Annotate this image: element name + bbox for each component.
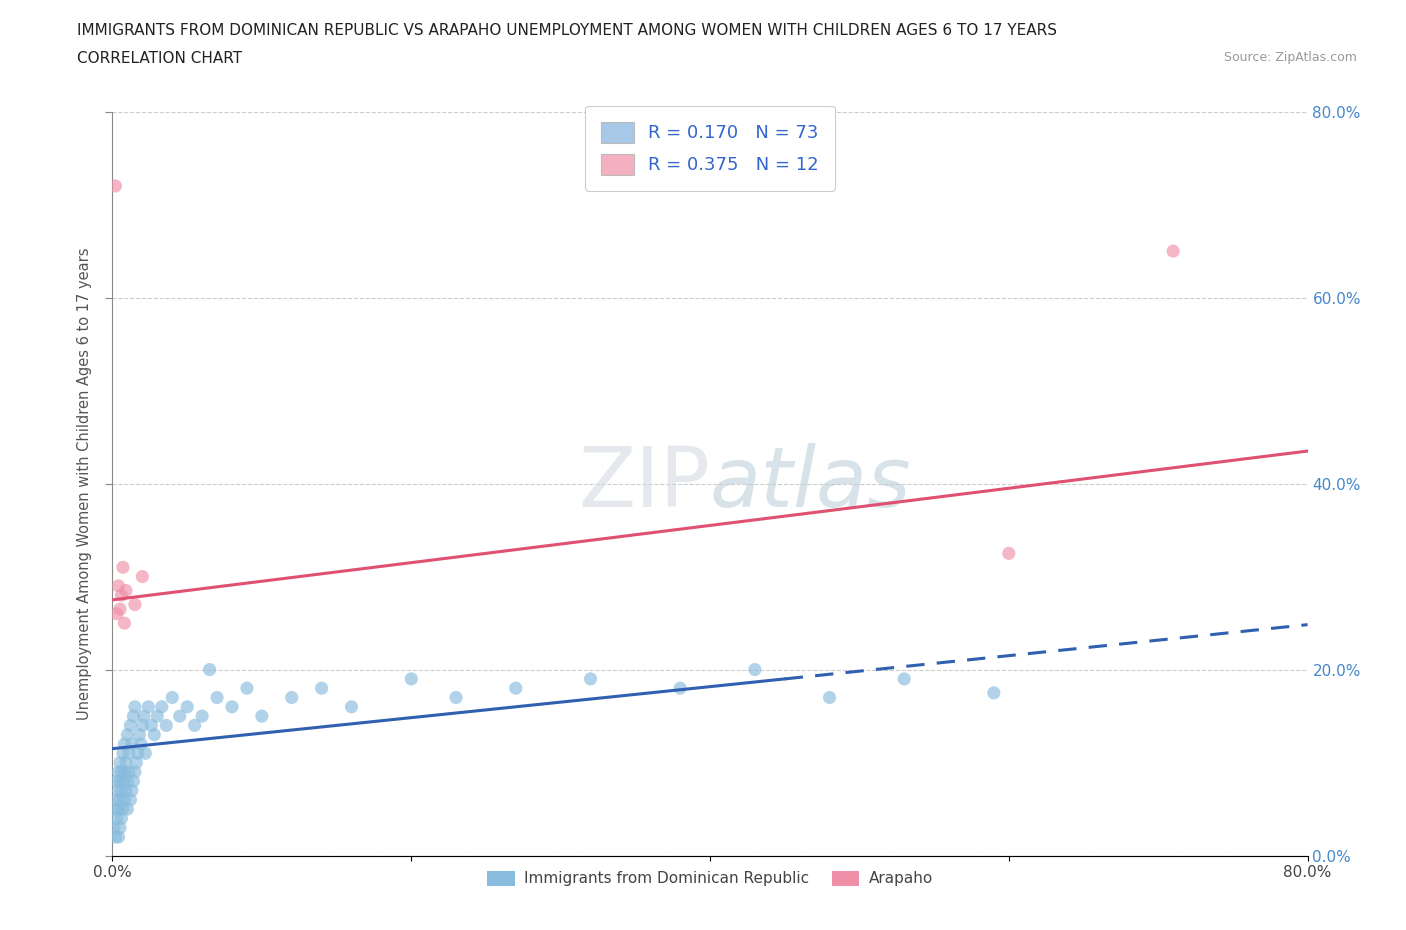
Point [146,709,169,724]
Text: CORRELATION CHART: CORRELATION CHART [77,51,242,66]
Point [104,179,127,193]
Point [114,764,135,779]
Text: ZIP: ZIP [578,443,710,525]
Point [107,802,129,817]
Point [104,830,127,844]
Point [125,755,148,770]
Point [250,709,273,724]
Legend: Immigrants from Dominican Republic, Arapaho: Immigrants from Dominican Republic, Arap… [481,865,939,893]
Point [118,746,141,761]
Point [127,746,149,761]
Point [108,774,131,789]
Point [281,690,304,705]
Point [124,597,146,612]
Point [117,774,139,789]
Point [108,755,131,770]
Point [155,718,177,733]
Point [132,709,155,724]
Point [120,792,142,807]
Point [110,811,132,826]
Point [105,792,128,807]
Y-axis label: Unemployment Among Women with Children Ages 6 to 17 years: Unemployment Among Women with Children A… [77,247,93,720]
Point [998,546,1021,561]
Point [124,699,146,714]
Point [150,699,173,714]
Point [114,616,135,631]
Point [110,783,132,798]
Point [107,578,129,593]
Point [129,737,152,751]
Point [1161,244,1184,259]
Point [111,802,134,817]
Point [221,699,243,714]
Text: IMMIGRANTS FROM DOMINICAN REPUBLIC VS ARAPAHO UNEMPLOYMENT AMONG WOMEN WITH CHIL: IMMIGRANTS FROM DOMINICAN REPUBLIC VS AR… [77,23,1057,38]
Point [105,606,128,621]
Point [191,709,214,724]
Point [114,792,135,807]
Point [110,588,132,603]
Point [108,602,131,617]
Point [818,690,841,705]
Point [169,709,191,724]
Point [183,718,205,733]
Point [162,690,183,705]
Point [143,727,166,742]
Point [236,681,259,696]
Point [111,746,134,761]
Point [444,690,467,705]
Text: Source: ZipAtlas.com: Source: ZipAtlas.com [1223,51,1357,64]
Point [131,718,153,733]
Point [110,764,132,779]
Point [141,718,163,733]
Point [121,737,143,751]
Point [115,783,138,798]
Point [115,755,138,770]
Point [107,764,129,779]
Point [118,764,141,779]
Point [198,662,221,677]
Point [893,671,915,686]
Point [120,718,142,733]
Point [122,709,145,724]
Point [128,727,150,742]
Point [401,671,423,686]
Point [124,764,146,779]
Point [103,820,125,835]
Point [744,662,766,677]
Point [104,802,127,817]
Point [983,685,1005,700]
Point [176,699,198,714]
Point [107,783,129,798]
Point [205,690,228,705]
Point [138,699,160,714]
Point [107,830,129,844]
Point [122,774,145,789]
Point [117,727,139,742]
Point [105,811,128,826]
Point [669,681,692,696]
Point [505,681,527,696]
Point [121,783,143,798]
Point [111,774,134,789]
Point [111,560,134,575]
Point [340,699,363,714]
Point [579,671,602,686]
Text: atlas: atlas [710,443,911,525]
Point [131,569,153,584]
Point [134,746,156,761]
Point [114,737,135,751]
Point [311,681,333,696]
Point [115,583,138,598]
Point [105,774,128,789]
Point [117,802,139,817]
Point [108,792,131,807]
Point [108,820,131,835]
